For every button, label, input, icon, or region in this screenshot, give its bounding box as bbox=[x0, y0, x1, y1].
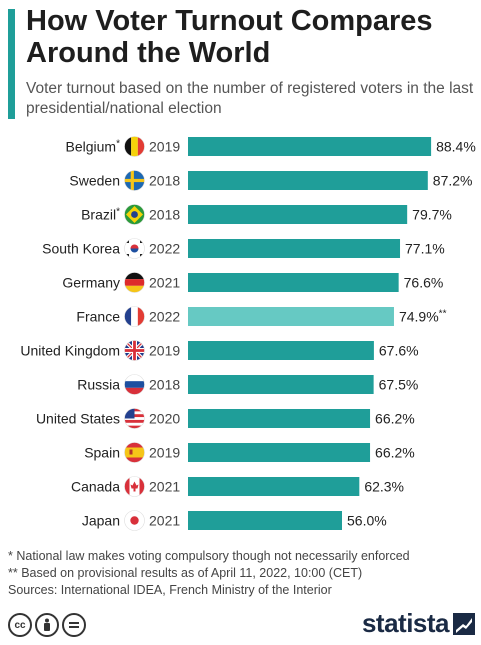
bar-value-label: 66.2% bbox=[375, 411, 415, 427]
flag-outline bbox=[124, 136, 145, 157]
bar-year-label: 2019 bbox=[149, 343, 180, 359]
bar-chart: Belgium* 2019 88.4% Sweden 2018 87.2% Brazil* 2… bbox=[20, 136, 476, 531]
bar-year-label: 2021 bbox=[149, 513, 180, 529]
france-flag-icon bbox=[124, 306, 145, 327]
bar-year-label: 2018 bbox=[149, 173, 180, 189]
bar-category-label: Germany bbox=[62, 275, 120, 291]
bar-year-label: 2021 bbox=[149, 479, 180, 495]
bar-category-label: United Kingdom bbox=[20, 343, 120, 359]
license-icons[interactable]: cc bbox=[8, 613, 86, 637]
bar-year-label: 2022 bbox=[149, 309, 180, 325]
flag-outline bbox=[124, 442, 145, 463]
bar-category-label: Belgium* bbox=[66, 139, 121, 155]
bar-year-label: 2019 bbox=[149, 139, 180, 155]
bar-year-label: 2019 bbox=[149, 445, 180, 461]
bar bbox=[188, 273, 399, 292]
bar-category-label: United States bbox=[36, 411, 120, 427]
footnotes: * National law makes voting compulsory t… bbox=[8, 548, 478, 599]
title-accent-bar bbox=[8, 9, 15, 119]
flag-outline bbox=[124, 272, 145, 293]
bar-category-label: Spain bbox=[84, 445, 120, 461]
cc-icon: cc bbox=[8, 613, 32, 637]
footnote-compulsory: * National law makes voting compulsory t… bbox=[8, 549, 410, 563]
bar-category-label: South Korea bbox=[42, 241, 120, 257]
bar bbox=[188, 443, 371, 462]
statista-logo[interactable]: statista bbox=[362, 608, 475, 639]
bar bbox=[188, 341, 374, 360]
attribution-icon bbox=[35, 613, 59, 637]
flag-outline bbox=[124, 510, 145, 531]
bar-value-label: 66.2% bbox=[375, 445, 415, 461]
canada-flag-icon bbox=[124, 476, 145, 497]
flag-outline bbox=[124, 374, 145, 395]
bar bbox=[188, 409, 371, 428]
united-kingdom-flag-icon bbox=[124, 340, 145, 361]
bar-value-label: 62.3% bbox=[364, 479, 404, 495]
footnote-provisional: ** Based on provisional results as of Ap… bbox=[8, 566, 363, 580]
bar-year-label: 2018 bbox=[149, 207, 180, 223]
united-states-flag-icon bbox=[124, 408, 145, 429]
bar bbox=[188, 511, 342, 530]
germany-flag-icon bbox=[124, 272, 145, 293]
bar-value-label: 67.6% bbox=[379, 343, 419, 359]
bar-value-label: 67.5% bbox=[379, 377, 419, 393]
bar bbox=[188, 171, 428, 190]
flag-outline bbox=[124, 306, 145, 327]
bar-value-label: 77.1% bbox=[405, 241, 445, 257]
japan-flag-icon bbox=[124, 510, 145, 531]
bar-value-label: 87.2% bbox=[433, 173, 473, 189]
bar-category-label: Canada bbox=[71, 479, 120, 495]
bar-value-label: 74.9%** bbox=[399, 309, 447, 325]
bar bbox=[188, 205, 408, 224]
bar bbox=[188, 307, 394, 326]
sweden-flag-icon bbox=[124, 170, 145, 191]
bar bbox=[188, 477, 360, 496]
bar-category-label: Brazil* bbox=[81, 207, 120, 223]
category-footnote-marker: * bbox=[116, 139, 120, 150]
sources-note: Sources: International IDEA, French Mini… bbox=[8, 583, 332, 597]
flag-outline bbox=[124, 204, 145, 225]
bar bbox=[188, 137, 432, 156]
statista-mark-icon bbox=[453, 612, 475, 635]
bar-year-label: 2018 bbox=[149, 377, 180, 393]
category-footnote-marker: * bbox=[116, 207, 120, 218]
bar-year-label: 2020 bbox=[149, 411, 180, 427]
bar bbox=[188, 239, 401, 258]
spain-flag-icon bbox=[124, 442, 145, 463]
belgium-flag-icon bbox=[124, 136, 145, 157]
bar-year-label: 2022 bbox=[149, 241, 180, 257]
flag-outline bbox=[124, 170, 145, 191]
bar-category-label: Russia bbox=[77, 377, 120, 393]
brand-name: statista bbox=[361, 608, 450, 638]
chart-subtitle: Voter turnout based on the number of reg… bbox=[26, 80, 474, 117]
bar-category-label: Sweden bbox=[69, 173, 120, 189]
bar bbox=[188, 375, 374, 394]
russia-flag-icon bbox=[124, 374, 145, 395]
flag-outline bbox=[124, 408, 145, 429]
bar-value-label: 76.6% bbox=[404, 275, 444, 291]
flag-outline bbox=[124, 340, 145, 361]
no-derivatives-icon bbox=[62, 613, 86, 637]
value-footnote-marker: ** bbox=[439, 309, 447, 320]
brazil-flag-icon bbox=[124, 204, 145, 225]
bar-year-label: 2021 bbox=[149, 275, 180, 291]
bar-value-label: 56.0% bbox=[347, 513, 387, 529]
chart-title: How Voter Turnout Compares Around the Wo… bbox=[26, 5, 433, 69]
flag-outline bbox=[124, 238, 145, 259]
bar-category-label: Japan bbox=[82, 513, 120, 529]
bar-value-label: 79.7% bbox=[412, 207, 452, 223]
bar-category-label: France bbox=[76, 309, 120, 325]
flag-outline bbox=[124, 476, 145, 497]
bar-value-label: 88.4% bbox=[436, 139, 476, 155]
